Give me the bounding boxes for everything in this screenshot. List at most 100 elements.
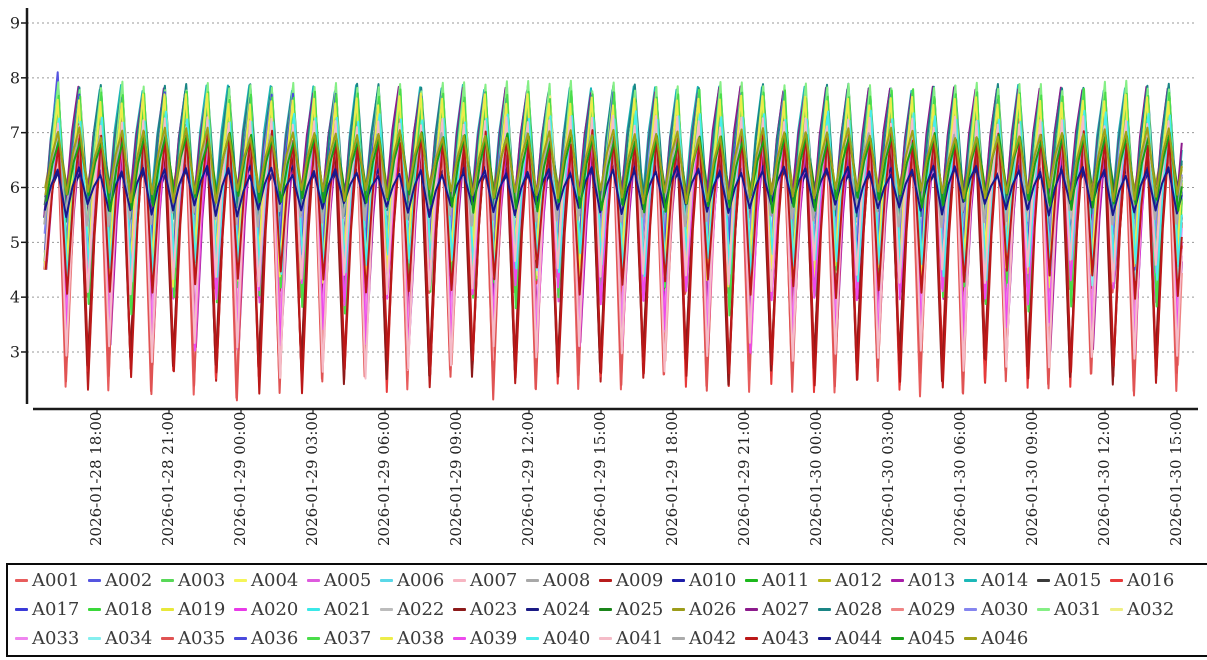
legend-swatch-icon	[15, 608, 28, 611]
legend-swatch-icon	[818, 608, 831, 611]
legend-label: A004	[251, 569, 299, 591]
legend-swatch-icon	[891, 608, 904, 611]
legend-label: A040	[543, 627, 591, 649]
y-tick-label: 5	[10, 233, 20, 252]
x-tick-label: 2026-01-29 12:00	[519, 412, 537, 546]
legend-label: A010	[689, 569, 737, 591]
legend-item-A028: A028	[818, 600, 891, 619]
legend-label: A044	[835, 627, 883, 649]
legend-swatch-icon	[161, 579, 174, 582]
legend-swatch-icon	[307, 579, 320, 582]
legend-item-A004: A004	[234, 569, 307, 591]
legend-swatch-icon	[453, 608, 466, 611]
legend-item-A002: A002	[88, 571, 161, 590]
legend-item-A032: A032	[1110, 598, 1183, 620]
x-tick-label: 2026-01-29 18:00	[663, 412, 681, 546]
legend-label: A025	[616, 598, 664, 620]
x-tick-label: 2026-01-28 18:00	[87, 412, 105, 546]
legend-swatch-icon	[1110, 608, 1123, 611]
legend-swatch-icon	[307, 637, 320, 640]
legend-item-A037: A037	[307, 627, 380, 649]
legend-swatch-icon	[964, 637, 977, 640]
x-tick-label: 2026-01-30 12:00	[1095, 412, 1113, 546]
legend-item-A026: A026	[672, 600, 745, 619]
legend-label: A041	[616, 627, 664, 649]
legend-label: A037	[324, 627, 372, 649]
legend-item-A025: A025	[599, 598, 672, 620]
legend-swatch-icon	[161, 608, 174, 611]
x-tick-label: 2026-01-29 21:00	[735, 412, 753, 546]
legend-item-A043: A043	[745, 629, 818, 648]
legend-item-A019: A019	[161, 600, 234, 619]
series-lines	[43, 71, 1183, 402]
legend-item-A041: A041	[599, 627, 672, 649]
legend-swatch-icon	[88, 608, 101, 611]
legend-item-A044: A044	[818, 627, 891, 649]
x-tick-labels: 2026-01-28 18:00 2026-01-28 21:00 2026-01-…	[87, 412, 1185, 546]
legend-swatch-icon	[234, 579, 247, 582]
y-tick-label: 4	[10, 288, 20, 307]
x-tick-label: 2026-01-29 00:00	[231, 412, 249, 546]
y-tick-label: 6	[10, 178, 20, 197]
legend-label: A007	[470, 569, 518, 591]
x-tick-label: 2026-01-29 03:00	[303, 412, 321, 546]
legend-swatch-icon	[1037, 608, 1050, 611]
legend-row-1: A001 A002 A003 A004 A005 A006 A007 A008 A009 A010…	[15, 566, 1207, 595]
legend-item-A034: A034	[88, 627, 161, 649]
legend-label: A032	[1127, 598, 1175, 620]
legend-swatch-icon	[745, 608, 758, 611]
legend-item-A036: A036	[234, 629, 307, 648]
legend-label: A015	[1054, 569, 1102, 591]
legend-item-A040: A040	[526, 627, 599, 649]
legend-swatch-icon	[891, 637, 904, 640]
legend-label: A017	[32, 598, 80, 620]
legend-swatch-icon	[453, 579, 466, 582]
y-tick-label: 3	[10, 342, 20, 361]
legend-label: A030	[981, 598, 1029, 620]
x-tick-label: 2026-01-30 15:00	[1167, 412, 1185, 546]
legend-item-A022: A022	[380, 600, 453, 619]
legend-label: A038	[397, 627, 445, 649]
legend-item-A003: A003	[161, 571, 234, 590]
legend-item-A013: A013	[891, 571, 964, 590]
legend-swatch-icon	[15, 579, 28, 582]
legend-label: A001	[32, 569, 80, 591]
legend-label: A020	[251, 598, 299, 620]
legend-label: A009	[616, 569, 664, 591]
legend-item-A018: A018	[88, 600, 161, 619]
legend-swatch-icon	[818, 579, 831, 582]
legend-swatch-icon	[1110, 579, 1123, 582]
legend-item-A011: A011	[745, 571, 818, 590]
legend-swatch-icon	[745, 579, 758, 582]
legend-label: A045	[908, 627, 956, 649]
legend-item-A009: A009	[599, 569, 672, 591]
legend-label: A042	[689, 627, 737, 649]
x-tick-label: 2026-01-30 03:00	[879, 412, 897, 546]
legend-item-A045: A045	[891, 627, 964, 649]
legend-item-A030: A030	[964, 598, 1037, 620]
legend-item-A001: A001	[15, 569, 88, 591]
legend-swatch-icon	[672, 608, 685, 611]
x-tick-label: 2026-01-30 06:00	[951, 412, 969, 546]
legend-item-A014: A014	[964, 569, 1037, 591]
legend-item-A029: A029	[891, 600, 964, 619]
legend-swatch-icon	[526, 608, 539, 611]
legend-item-A012: A012	[818, 571, 891, 590]
legend-label: A039	[470, 627, 518, 649]
x-tick-label: 2026-01-29 09:00	[447, 412, 465, 546]
legend-label: A005	[324, 569, 372, 591]
legend-label: A033	[32, 627, 80, 649]
legend-label: A034	[105, 627, 153, 649]
legend-item-A039: A039	[453, 627, 526, 649]
legend-row-3: A033 A034 A035 A036 A037 A038 A039 A040 A041 A042…	[15, 624, 1207, 653]
legend-label: A023	[470, 598, 518, 620]
legend-item-A017: A017	[15, 598, 88, 620]
y-tick-labels: 3 4 5 6 7 8 9	[10, 14, 20, 362]
legend-item-A027: A027	[745, 600, 818, 619]
legend-swatch-icon	[88, 637, 101, 640]
legend-label: A014	[981, 569, 1029, 591]
legend-label: A046	[981, 627, 1029, 649]
legend-swatch-icon	[599, 608, 612, 611]
legend-swatch-icon	[234, 608, 247, 611]
